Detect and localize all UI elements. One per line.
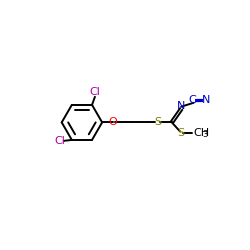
Text: N: N (202, 95, 210, 105)
Text: Cl: Cl (90, 87, 100, 97)
Text: C: C (189, 95, 196, 105)
Text: N: N (177, 100, 186, 110)
Text: O: O (108, 118, 117, 128)
Text: Cl: Cl (54, 136, 65, 146)
Text: CH: CH (194, 128, 210, 138)
Text: S: S (178, 128, 185, 138)
Text: S: S (154, 118, 161, 128)
Text: 3: 3 (202, 130, 207, 140)
